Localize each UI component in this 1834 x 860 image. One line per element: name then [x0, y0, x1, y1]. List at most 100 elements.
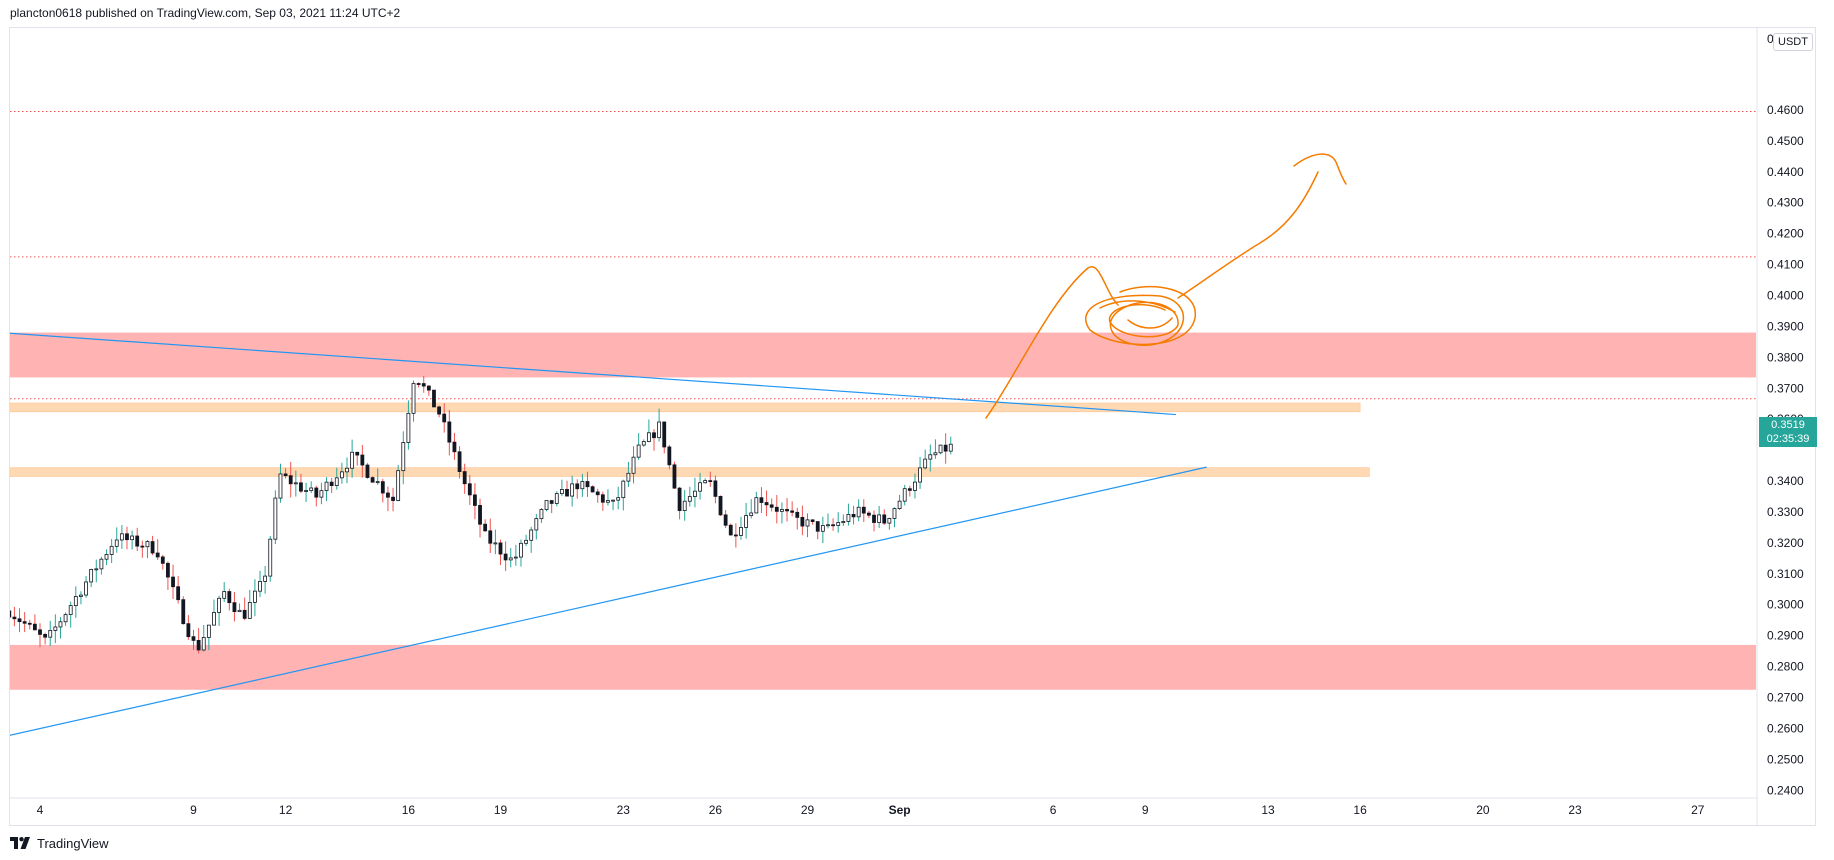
candle-body	[421, 383, 426, 387]
time-tick-label: 13	[1261, 803, 1275, 817]
time-axis[interactable]: 4 9 12 16 19 23 26 29 Sep 6 9 13 16 20 23 27	[37, 803, 1705, 817]
candle-body	[201, 637, 206, 651]
candle-body	[140, 545, 145, 548]
candle-body	[467, 483, 472, 496]
candle-body	[391, 496, 395, 501]
candle-body	[708, 480, 713, 482]
candle-body	[585, 481, 590, 488]
time-tick-label: 23	[1568, 803, 1582, 817]
candle-body	[560, 489, 564, 495]
projection-path	[985, 265, 1119, 419]
candle-body	[478, 505, 482, 525]
candle-body	[212, 612, 216, 626]
candle-body	[160, 556, 165, 564]
candle-body	[488, 530, 493, 544]
candle-body	[252, 590, 257, 603]
time-tick-label: 27	[1691, 803, 1705, 817]
tradingview-brand[interactable]: TradingView	[10, 834, 109, 852]
candle-body	[452, 441, 457, 453]
candle-body	[196, 639, 201, 651]
time-tick-label: 20	[1476, 803, 1490, 817]
candle-body	[631, 456, 636, 474]
candle-body	[99, 558, 104, 570]
candle-body	[370, 477, 375, 483]
candle-body	[247, 602, 252, 619]
orange-projection-drawing[interactable]	[985, 153, 1347, 419]
candle-body	[728, 524, 733, 536]
candle-body	[826, 524, 830, 527]
price-tick-label: 0.3700	[1767, 381, 1804, 395]
currency-badge[interactable]: USDT	[1773, 33, 1813, 51]
candle-body	[739, 527, 743, 536]
candle-body	[836, 522, 841, 526]
candle-body	[907, 488, 912, 491]
candle-body	[861, 506, 866, 514]
projection-arrow-head	[1293, 153, 1347, 185]
candle-body	[820, 525, 825, 532]
candle-body	[293, 482, 298, 485]
candle-body	[268, 538, 273, 577]
price-tick-label: 0.4300	[1767, 196, 1804, 210]
price-tick-label: 0.4500	[1767, 134, 1804, 148]
candle-body	[846, 513, 851, 522]
candle-body	[687, 496, 692, 502]
price-tick-label: 0.4600	[1767, 103, 1804, 117]
time-tick-label: 19	[494, 803, 508, 817]
candle-body	[948, 443, 953, 452]
candle-body	[73, 596, 78, 607]
candle-body	[396, 470, 401, 501]
time-tick-label: 29	[801, 803, 815, 817]
candle-countdown: 02:35:39	[1766, 433, 1810, 445]
candle-body	[304, 490, 308, 492]
candle-body	[345, 467, 349, 473]
candle-body	[539, 509, 544, 520]
candle-body	[897, 500, 902, 509]
candle-body	[713, 480, 718, 497]
candle-body	[150, 541, 155, 554]
candle-body	[805, 519, 810, 527]
candle-body	[329, 481, 334, 487]
candle-body	[600, 494, 605, 503]
candle-body	[114, 539, 119, 547]
time-tick-label: 26	[709, 803, 723, 817]
candle-body	[667, 446, 672, 466]
candle-body	[10, 610, 12, 618]
candle-body	[242, 609, 247, 619]
candle-body	[882, 514, 887, 524]
candle-body	[590, 486, 595, 493]
candle-body	[457, 451, 462, 472]
candle-body	[84, 581, 88, 596]
time-tick-label: 9	[190, 803, 197, 817]
price-tick-label: 0.4100	[1767, 258, 1804, 272]
candle-body	[63, 614, 68, 623]
candle-body	[769, 504, 774, 508]
time-tick-label: 16	[402, 803, 416, 817]
candle-body	[473, 494, 477, 506]
last-price: 0.3519	[1771, 419, 1805, 431]
candle-body	[94, 568, 99, 571]
candle-body	[810, 519, 815, 522]
candle-body	[554, 493, 559, 504]
candle-body	[856, 506, 861, 518]
candle-body	[657, 421, 662, 439]
candle-body	[58, 621, 63, 628]
candle-body	[943, 444, 948, 452]
candle-body	[32, 623, 37, 631]
candle-body	[606, 500, 610, 503]
candle-body	[902, 488, 907, 502]
candle-body	[513, 556, 518, 559]
candle-body	[529, 529, 534, 541]
price-axis-top-tick: 0	[1767, 32, 1774, 46]
candle-body	[652, 432, 656, 439]
candle-body	[104, 554, 109, 560]
candle-body	[498, 542, 503, 555]
price-axis[interactable]: 0 0.4600 0.4500 0.4400 0.4300 0.4200 0.4100 0.…	[1767, 32, 1804, 797]
candle-body	[703, 480, 708, 484]
last-price-badge: 0.3519 02:35:39	[1759, 417, 1817, 447]
candle-body	[790, 510, 795, 513]
candle-body	[273, 497, 278, 540]
candle-body	[682, 500, 687, 511]
candle-body	[89, 569, 94, 583]
candle-body	[447, 421, 452, 443]
